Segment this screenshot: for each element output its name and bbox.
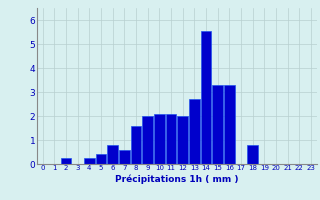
Bar xyxy=(212,85,223,164)
Bar xyxy=(142,116,153,164)
X-axis label: Précipitations 1h ( mm ): Précipitations 1h ( mm ) xyxy=(115,174,238,184)
Bar xyxy=(177,116,188,164)
Bar xyxy=(61,158,71,164)
Bar xyxy=(154,114,164,164)
Bar xyxy=(224,85,235,164)
Bar xyxy=(84,158,94,164)
Bar xyxy=(189,99,200,164)
Bar xyxy=(131,126,141,164)
Bar xyxy=(201,31,211,164)
Bar xyxy=(96,154,106,164)
Bar xyxy=(119,150,130,164)
Bar xyxy=(108,145,118,164)
Bar xyxy=(166,114,176,164)
Bar xyxy=(247,145,258,164)
